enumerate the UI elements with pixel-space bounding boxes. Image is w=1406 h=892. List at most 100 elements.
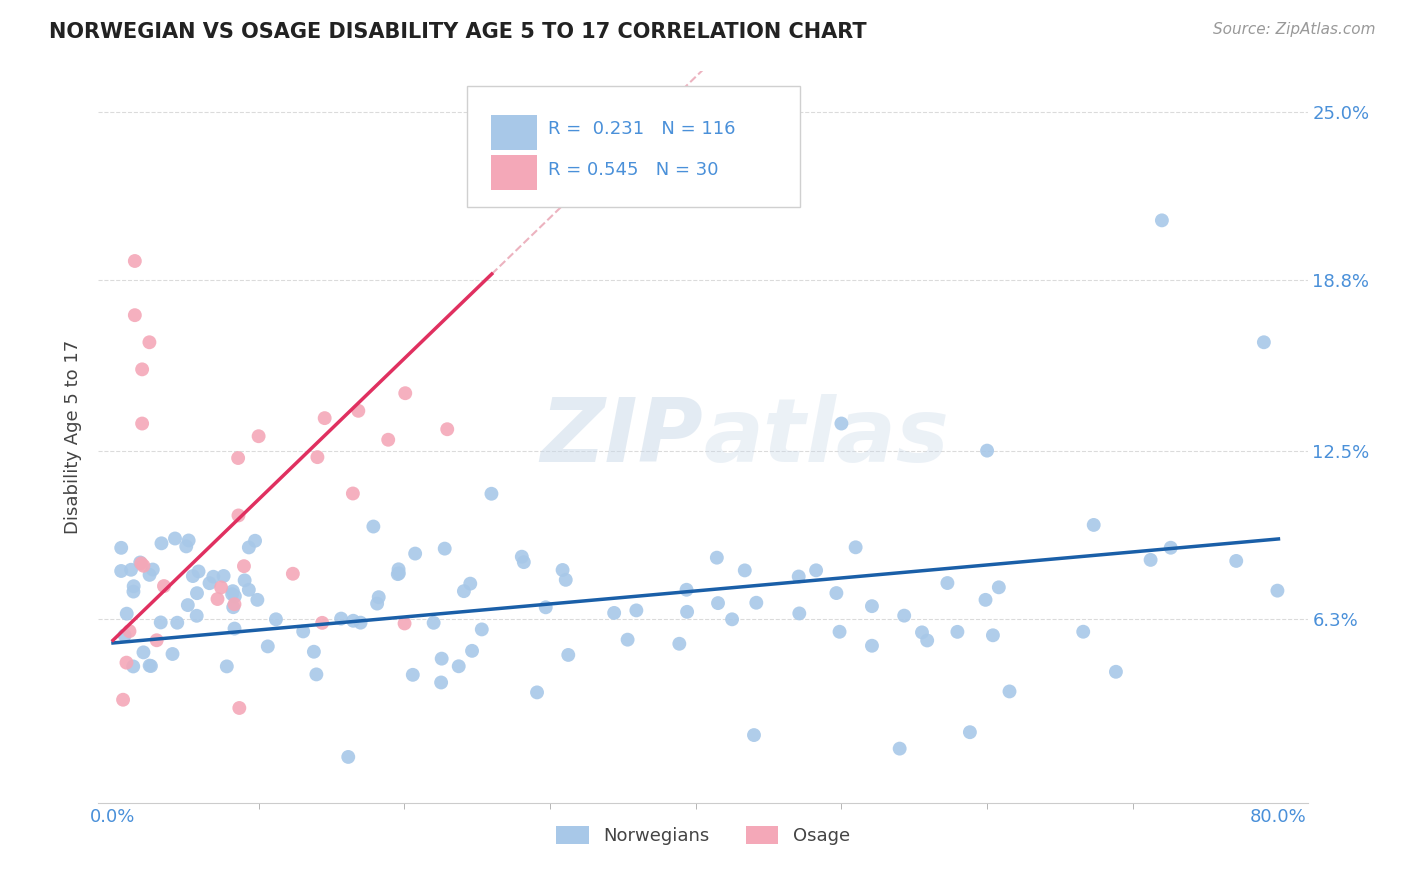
Point [981, 628, 1004, 642]
Point [616, 632, 638, 647]
Point [976, 443, 998, 458]
FancyBboxPatch shape [492, 154, 537, 190]
Point [224, 622, 246, 636]
Point [342, 614, 364, 628]
Point [481, 487, 503, 501]
Point [676, 605, 699, 619]
Point [139, 659, 162, 673]
Text: ZIP: ZIP [540, 393, 703, 481]
Point [292, 624, 315, 639]
Point [112, 692, 135, 706]
Point [138, 567, 160, 582]
Text: R =  0.231   N = 116: R = 0.231 N = 116 [548, 120, 735, 138]
Point [120, 563, 142, 577]
Point [181, 569, 204, 583]
Point [314, 411, 336, 425]
Point [222, 600, 245, 615]
Point [987, 580, 1010, 594]
Point [221, 587, 243, 601]
Point [860, 639, 883, 653]
Y-axis label: Disability Age 5 to 17: Disability Age 5 to 17 [65, 340, 83, 534]
Point [668, 637, 690, 651]
Point [209, 581, 232, 595]
Point [1139, 553, 1161, 567]
Point [706, 550, 728, 565]
Point [430, 651, 453, 665]
Point [430, 675, 453, 690]
Point [281, 566, 304, 581]
Point [742, 728, 765, 742]
Point [186, 608, 208, 623]
Point [387, 562, 409, 576]
Point [238, 582, 260, 597]
Point [311, 615, 333, 630]
Point [162, 647, 184, 661]
Point [447, 659, 470, 673]
Point [510, 549, 533, 564]
Point [745, 596, 768, 610]
FancyBboxPatch shape [492, 114, 537, 150]
Point [825, 586, 848, 600]
Point [936, 576, 959, 591]
Text: Source: ZipAtlas.com: Source: ZipAtlas.com [1212, 22, 1375, 37]
Point [166, 615, 188, 630]
Point [349, 615, 371, 630]
Point [215, 659, 238, 673]
Point [142, 562, 165, 576]
Point [1160, 541, 1182, 555]
Point [433, 541, 456, 556]
Point [402, 668, 425, 682]
Point [163, 532, 186, 546]
Point [787, 569, 810, 583]
Point [513, 555, 536, 569]
Point [422, 615, 444, 630]
Point [1071, 624, 1094, 639]
Point [453, 584, 475, 599]
Point [342, 486, 364, 500]
Point [138, 335, 160, 350]
Point [149, 615, 172, 630]
Point [366, 597, 388, 611]
Point [177, 533, 200, 548]
Point [115, 656, 138, 670]
Point [131, 362, 153, 376]
Point [145, 633, 167, 648]
Point [132, 558, 155, 573]
Point [721, 612, 744, 626]
Point [1150, 213, 1173, 227]
Text: atlas: atlas [703, 393, 949, 481]
Point [212, 569, 235, 583]
Point [110, 541, 132, 555]
Point [893, 608, 915, 623]
Point [174, 540, 197, 554]
Point [1083, 517, 1105, 532]
Point [228, 701, 250, 715]
Point [1105, 665, 1128, 679]
Point [307, 450, 329, 464]
Point [330, 612, 353, 626]
Point [603, 606, 626, 620]
Point [202, 570, 225, 584]
Point [626, 603, 648, 617]
Point [186, 586, 208, 600]
Point [129, 556, 152, 570]
Point [224, 597, 246, 611]
Point [554, 573, 576, 587]
Point [122, 584, 145, 599]
Point [363, 519, 385, 533]
Point [959, 725, 981, 739]
Point [122, 579, 145, 593]
Point [998, 684, 1021, 698]
Point [471, 623, 494, 637]
Text: NORWEGIAN VS OSAGE DISABILITY AGE 5 TO 17 CORRELATION CHART: NORWEGIAN VS OSAGE DISABILITY AGE 5 TO 1… [49, 22, 868, 42]
Point [946, 624, 969, 639]
Point [247, 429, 270, 443]
Point [131, 417, 153, 431]
Point [787, 607, 810, 621]
Point [246, 592, 269, 607]
Point [394, 386, 416, 401]
Point [238, 541, 260, 555]
Point [828, 624, 851, 639]
Point [305, 667, 328, 681]
Point [458, 576, 481, 591]
